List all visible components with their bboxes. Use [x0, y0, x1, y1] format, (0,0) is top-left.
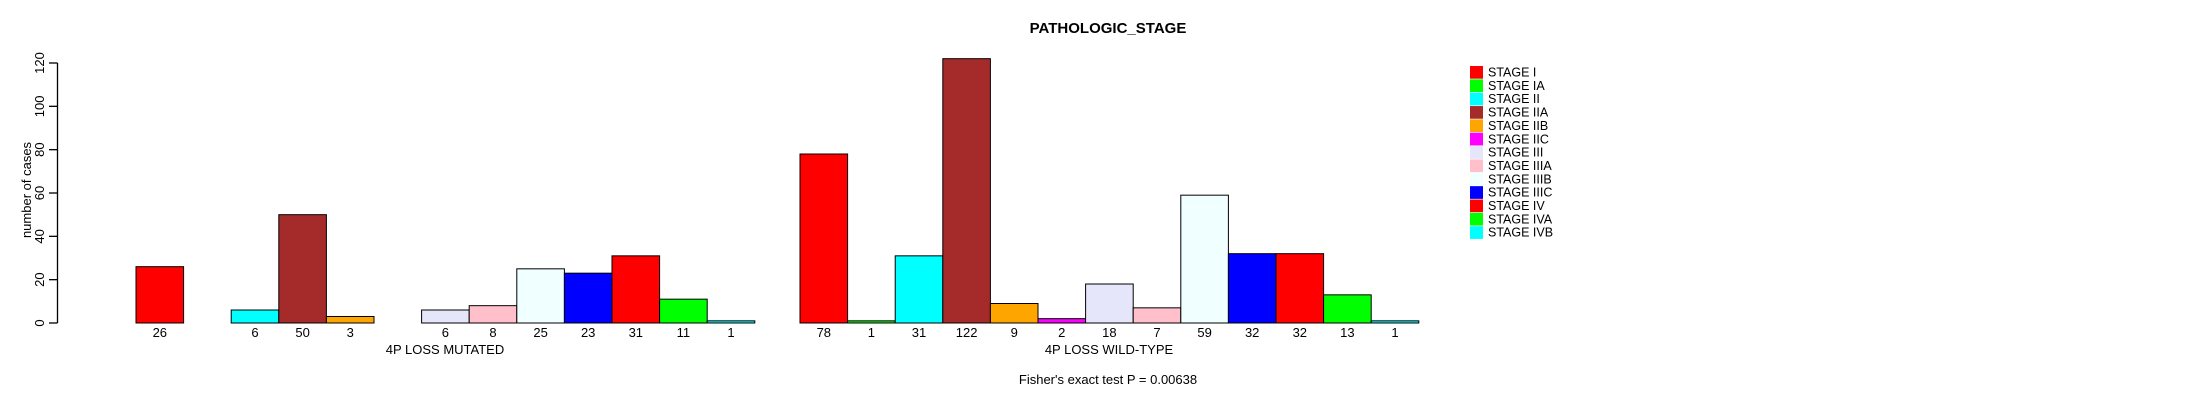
legend-swatch-stage-ii [1470, 92, 1483, 106]
bar-stage-iv [611, 255, 661, 324]
panel-label-mutated: 4P LOSS MUTATED [386, 342, 504, 357]
bar-stage-iva [659, 298, 708, 324]
legend-swatch-stage-iiia [1470, 159, 1483, 173]
bar-count-label: 13 [1340, 325, 1354, 340]
bar-stage-iia [278, 214, 327, 324]
bar-count-label: 18 [1102, 325, 1116, 340]
bar-count-label: 3 [347, 325, 354, 340]
bar-stage-iib [325, 316, 375, 324]
bar-stage-ii [230, 309, 280, 324]
legend-swatch-stage-iic [1470, 132, 1483, 146]
legend-swatch-stage-i [1470, 66, 1483, 79]
bar-count-label: 25 [533, 325, 547, 340]
bar-count-label: 8 [489, 325, 496, 340]
legend-swatch-stage-iva [1470, 212, 1483, 226]
bar-stage-iva [1323, 294, 1372, 324]
legend-swatch-stage-iii [1470, 146, 1483, 159]
bar-count-label: 1 [727, 325, 734, 340]
legend-swatch-stage-iia [1470, 106, 1483, 119]
legend-label: STAGE II [1488, 92, 1540, 106]
bars-layer: 26 6 50 3 6 8 25 23 31 11 1 78 1 31 122 9 2 18 7 59 32 32 13 1 [135, 58, 1420, 340]
legend-label: STAGE I [1488, 66, 1536, 80]
bar-count-label: 59 [1197, 325, 1211, 340]
legend-swatch-stage-iiib [1470, 172, 1483, 186]
y-tick-label: 80 [32, 142, 47, 156]
bar-count-label: 1 [868, 325, 875, 340]
y-tick-label: 40 [32, 229, 47, 243]
bar-count-label: 11 [677, 325, 691, 340]
bar-count-label: 1 [1391, 325, 1398, 340]
bar-stage-ivb [1370, 320, 1420, 324]
bar-count-label: 50 [295, 325, 309, 340]
bar-count-label: 31 [912, 325, 926, 340]
bar-stage-iiic [1227, 253, 1277, 324]
y-axis-label: number of cases [19, 141, 34, 238]
legend-label: STAGE IV [1488, 199, 1545, 213]
bar-count-label: 32 [1293, 325, 1307, 340]
legend-label: STAGE III [1488, 146, 1543, 160]
legend-swatch-stage-ivb [1470, 226, 1483, 239]
bar-stage-ii [894, 255, 944, 324]
bar-stage-iia [942, 58, 991, 324]
bar-stage-i [135, 266, 185, 324]
bar-stage-iv [1275, 253, 1325, 324]
bar-stage-iiia [1132, 307, 1182, 324]
chart-title: PATHOLOGIC_STAGE [1030, 20, 1187, 37]
bar-count-label: 6 [442, 325, 449, 340]
legend-label: STAGE IIIC [1488, 186, 1552, 200]
fisher-test-note: Fisher's exact test P = 0.00638 [1019, 372, 1197, 387]
bar-stage-iiic [563, 272, 613, 324]
legend-swatch-stage-iib [1470, 119, 1483, 133]
bar-stage-iii [1085, 283, 1134, 324]
y-tick-label: 100 [32, 95, 47, 117]
y-tick-label: 0 [32, 319, 47, 326]
bar-count-label: 26 [153, 325, 167, 340]
y-tick-label: 120 [32, 52, 47, 74]
bar-stage-ia [847, 320, 896, 324]
legend-label: STAGE IIA [1488, 106, 1549, 120]
bar-count-label: 31 [629, 325, 643, 340]
bar-stage-iiib [516, 268, 565, 324]
legend-label: STAGE IIC [1488, 132, 1549, 146]
bar-stage-i [799, 153, 849, 324]
legend-label: STAGE IVA [1488, 212, 1553, 226]
bar-stage-iic [1037, 318, 1087, 324]
legend-label: STAGE IIB [1488, 119, 1548, 133]
bar-count-label: 32 [1245, 325, 1259, 340]
legend-label: STAGE IA [1488, 79, 1545, 93]
bar-stage-iiib [1180, 194, 1229, 324]
y-axis: 0 20 40 60 80 100 120 [32, 52, 59, 327]
bar-count-label: 7 [1153, 325, 1160, 340]
bar-count-label: 78 [817, 325, 831, 340]
bar-count-label: 122 [956, 325, 978, 340]
legend-label: STAGE IIIB [1488, 172, 1552, 186]
legend-swatch-stage-iiic [1470, 186, 1483, 199]
bar-stage-iiia [468, 305, 518, 324]
y-tick-label: 60 [32, 186, 47, 200]
bar-count-label: 9 [1011, 325, 1018, 340]
bar-stage-iii [421, 309, 470, 324]
legend-swatch-stage-ia [1470, 79, 1483, 93]
bar-count-label: 6 [251, 325, 258, 340]
legend-swatch-stage-iv [1470, 199, 1483, 213]
bar-stage-iib [989, 303, 1039, 324]
y-tick-label: 20 [32, 272, 47, 286]
legend-label: STAGE IVB [1488, 226, 1553, 240]
bar-count-label: 23 [581, 325, 595, 340]
bar-count-label: 2 [1058, 325, 1065, 340]
legend-label: STAGE IIIA [1488, 159, 1552, 173]
bar-stage-ivb [706, 320, 756, 324]
panel-label-wild-type: 4P LOSS WILD-TYPE [1045, 342, 1174, 357]
